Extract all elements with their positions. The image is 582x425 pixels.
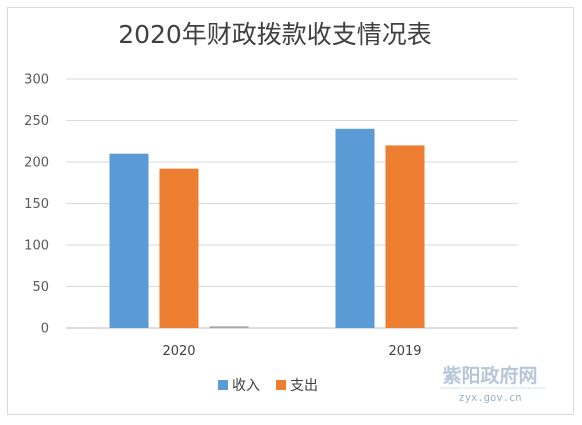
legend-label: 收入 [232,378,260,394]
bar-支出-2019 [385,145,425,328]
y-tick-label: 150 [24,197,49,212]
legend-item: 支出 [276,378,318,394]
y-tick-label: 100 [24,239,49,254]
y-axis-ticks: 0 50 100 150 200 250 300 [24,73,49,337]
x-axis-categories: 2020 2019 [162,344,421,359]
legend: 收入 支出 [218,378,318,394]
watermark-url: zyx.gov.cn [458,392,521,404]
y-tick-label: 50 [32,280,49,295]
x-category-label: 2019 [388,344,421,359]
x-category-label: 2020 [162,344,195,359]
legend-swatch [276,380,286,390]
chart-frame [7,7,574,415]
watermark-name: 紫阳政府网 [442,364,537,387]
bars [109,128,425,328]
y-tick-label: 0 [41,322,49,337]
bar-收入-2019 [335,128,375,328]
bar-支出-2020 [159,168,199,328]
legend-label: 支出 [290,378,318,394]
y-tick-label: 300 [24,73,49,88]
watermark-logo: 紫阳政府网 zyx.gov.cn [440,364,546,404]
bar-收入-2020 [109,153,149,328]
y-tick-label: 250 [24,114,49,129]
chart-title: 2020年财政拨款收支情况表 [118,20,432,49]
legend-item: 收入 [218,378,260,394]
legend-swatch [218,380,228,390]
bar-series2-2020 [209,326,249,328]
y-tick-label: 200 [24,156,49,171]
